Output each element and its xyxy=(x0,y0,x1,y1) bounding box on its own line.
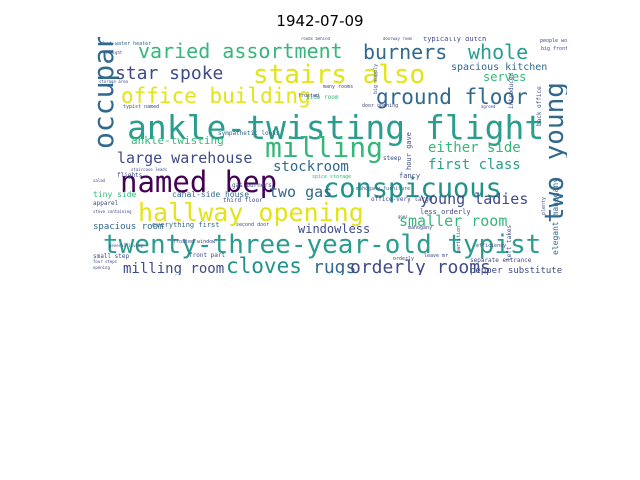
cloud-word: front part xyxy=(189,252,226,259)
cloud-word: left takes xyxy=(506,224,513,261)
cloud-word: elegant mahogany xyxy=(551,178,560,255)
word-cloud: ankle-twisting flight twenty-three-year-o… xyxy=(93,37,567,275)
cloud-word: cloves xyxy=(226,254,302,275)
cloud-word: fancy xyxy=(399,172,420,180)
cloud-word: opening xyxy=(93,265,110,270)
cloud-word: ankle-twisting xyxy=(131,134,224,147)
cloud-word: spacious room xyxy=(93,222,163,232)
cloud-word: hot-water heater xyxy=(103,41,151,47)
cloud-word: spacious kitchen xyxy=(451,62,547,73)
cloud-word: smaller room xyxy=(399,212,507,230)
cloud-word: two gas xyxy=(269,183,332,201)
cloud-word: third floor xyxy=(223,197,263,204)
cloud-word: plenty xyxy=(541,197,547,215)
cloud-word: door opening xyxy=(362,103,398,109)
cloud-word: first class xyxy=(428,157,521,173)
cloud-word: gas burners xyxy=(232,182,272,189)
cloud-word: varied assortment xyxy=(138,39,343,63)
cloud-word: back office xyxy=(536,86,543,126)
cloud-word: two young xyxy=(540,82,567,223)
cloud-word: typist named xyxy=(123,104,159,110)
cloud-word: milling room xyxy=(123,261,224,275)
cloud-word: small step xyxy=(93,253,130,260)
cloud-word: star spoke xyxy=(115,63,223,84)
cloud-word: office building xyxy=(121,84,311,108)
cloud-word: mahogany furniture xyxy=(356,186,410,192)
cloud-word: pepper substitute xyxy=(470,266,562,275)
cloud-word: typically dutch xyxy=(423,37,486,43)
cloud-word: named bep xyxy=(120,165,277,199)
cloud-word: stairs also xyxy=(253,60,425,90)
cloud-word: twenty-three-year-old typist xyxy=(103,230,541,260)
cloud-word: introduced xyxy=(508,72,515,109)
cloud-word: many rooms xyxy=(323,84,353,90)
cloud-word: mahogany xyxy=(408,225,432,231)
cloud-word: doorway room xyxy=(383,37,412,41)
cloud-word: four steps xyxy=(93,259,118,264)
cloud-word: staircase leads xyxy=(131,167,168,172)
cloud-word: big supply xyxy=(373,64,379,94)
cloud-word: salad xyxy=(93,178,106,183)
cloud-word: apparel xyxy=(93,200,119,207)
cloud-word: whole xyxy=(468,40,528,64)
cloud-word: less orderly xyxy=(420,208,471,216)
cloud-word: straight xyxy=(103,50,123,55)
cloud-word: rugs xyxy=(313,257,356,275)
cloud-word: burners xyxy=(363,40,447,64)
cloud-word: frosted window xyxy=(173,239,216,245)
cloud-word: serves xyxy=(483,70,526,84)
cloud-word: steep xyxy=(383,155,401,162)
cloud-word: leave mr xyxy=(424,253,448,259)
cloud-word: either side xyxy=(428,140,521,156)
cloud-word: young ladies xyxy=(420,190,528,208)
cloud-word: general living xyxy=(109,243,143,248)
cloud-word: conspicuous xyxy=(323,173,502,204)
cloud-word: efficiency xyxy=(476,243,506,249)
cloud-word: windowless xyxy=(298,222,370,236)
cloud-word: hour gave xyxy=(405,132,413,170)
cloud-word: stove containing xyxy=(93,209,132,214)
cloud-word: stockroom xyxy=(273,159,349,175)
cloud-word: frosted xyxy=(298,93,319,99)
word-cloud-canvas: ankle-twisting flight twenty-three-year-o… xyxy=(93,37,567,275)
cloud-word: agreed xyxy=(481,104,496,109)
cloud-word: everything first xyxy=(152,221,219,229)
cloud-word: ankle-twisting flight xyxy=(127,108,544,147)
cloud-word: occupant xyxy=(93,37,120,149)
cloud-word: milling xyxy=(265,131,383,164)
cloud-word: canal-side house xyxy=(172,190,249,199)
cloud-word: sympathetic looks xyxy=(218,130,280,137)
cloud-word: second door xyxy=(236,222,269,228)
cloud-word: people working xyxy=(540,38,567,44)
cloud-word: storage area xyxy=(99,79,128,84)
cloud-word: ground floor xyxy=(376,85,528,109)
cloud-word: spice storage xyxy=(312,174,351,180)
cloud-word: large warehouse xyxy=(117,149,252,167)
cloud-word: goes xyxy=(398,214,408,219)
cloud-word: office-very large xyxy=(371,196,433,203)
cloud-word: hallway opening xyxy=(138,198,364,227)
cloud-word: separate entrance xyxy=(470,257,532,264)
cloud-word: flights xyxy=(117,172,143,179)
cloud-word: orderly rooms xyxy=(350,257,491,275)
cloud-word: orderly xyxy=(393,256,414,262)
cloud-word: partition xyxy=(456,226,462,253)
cloud-word: big front xyxy=(541,46,567,52)
cloud-word: rooms behind xyxy=(301,37,330,41)
cloud-word: tiny side xyxy=(93,190,137,199)
cloud-word: side room xyxy=(306,94,339,101)
page-title: 1942-07-09 xyxy=(276,12,364,30)
